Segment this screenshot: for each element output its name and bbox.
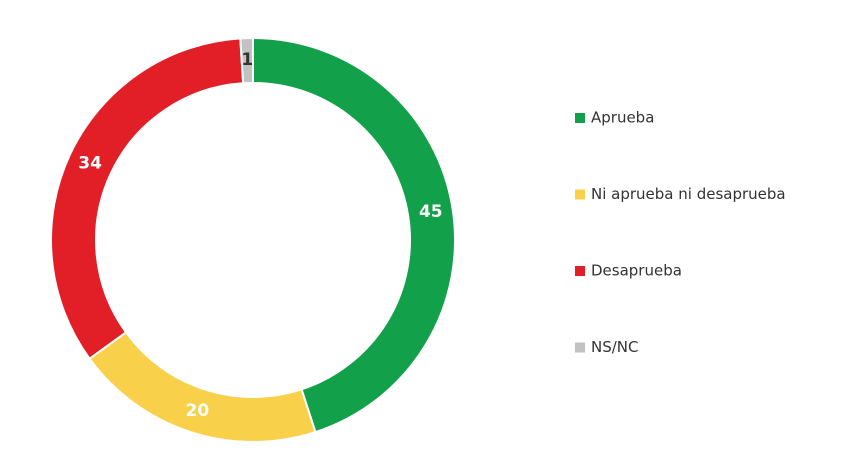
data-label: 20: [186, 401, 210, 421]
donut-slice: [88, 330, 317, 443]
donut-slice: [239, 36, 254, 85]
donut-slice: [50, 37, 245, 361]
data-label: 45: [419, 202, 443, 222]
legend-swatch: [575, 189, 585, 200]
legend-swatch: [575, 113, 585, 123]
data-label: 1: [241, 50, 253, 70]
legend-label: Desaprueba: [591, 262, 682, 280]
donut-slice: [252, 36, 456, 434]
legend-label: Ni aprueba ni desaprueba: [591, 185, 786, 203]
legend-swatch: [575, 342, 585, 353]
legend-label: Aprueba: [591, 109, 654, 127]
legend-label: NS/NC: [591, 338, 639, 356]
data-label: 34: [78, 153, 102, 173]
legend-swatch: [575, 266, 585, 276]
